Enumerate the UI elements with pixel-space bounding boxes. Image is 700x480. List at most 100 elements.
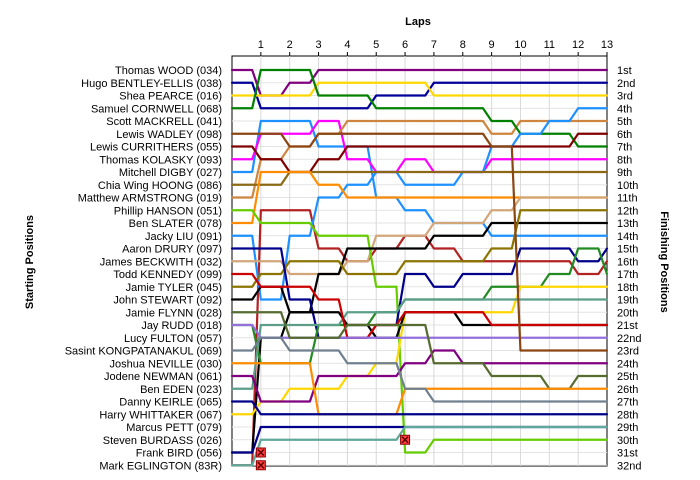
starting-position-label: Danny KEIRLE (065) [119, 397, 222, 409]
starting-position-label: Hugo BENTLEY-ELLIS (038) [81, 78, 222, 90]
starting-position-label: Jodene NEWMAN (061) [104, 371, 222, 383]
retirement-marker [400, 434, 411, 445]
finishing-position-label: 10th [617, 180, 638, 192]
starting-position-label: Todd KENNEDY (099) [113, 269, 222, 281]
retirement-marker-cross [401, 436, 409, 444]
starting-position-label: Jamie TYLER (045) [126, 282, 222, 294]
starting-position-label: Phillip HANSON (051) [114, 205, 222, 217]
starting-position-label: Jamie FLYNN (028) [126, 307, 222, 319]
driver-position-line [230, 132, 609, 174]
driver-position-line [230, 336, 609, 403]
finishing-position-label: 6th [617, 129, 632, 141]
finishing-position-label: 3rd [617, 91, 633, 103]
starting-position-label: Mitchell DIGBY (027) [119, 167, 222, 179]
lap-tick-label: 4 [344, 39, 350, 51]
driver-position-line [230, 209, 609, 454]
lap-tick-labels: 1 2 3 4 5 6 7 8 9 10 11 12 13 [258, 39, 613, 56]
starting-position-label: Lewis WADLEY (098) [116, 129, 222, 141]
driver-position-line [230, 298, 609, 390]
finishing-position-label: 31st [617, 448, 638, 460]
retirement-markers [255, 434, 411, 471]
starting-position-label: Jay RUDD (018) [141, 320, 222, 332]
finishing-position-labels: 1st2nd3rd4th5th6th7th8th9th10th11th12th1… [617, 65, 641, 472]
starting-position-label: John STEWART (092) [113, 295, 222, 307]
finishing-position-label: 17th [617, 269, 638, 281]
starting-position-label: Marcus PETT (079) [126, 422, 222, 434]
starting-position-label: Frank BIRD (056) [136, 448, 222, 460]
finishing-position-label: 11th [617, 193, 638, 205]
retirement-marker-cross [257, 448, 265, 457]
starting-position-label: Ben EDEN (023) [140, 384, 222, 396]
finishing-position-label: 19th [617, 295, 638, 307]
finishing-position-label: 16th [617, 256, 638, 268]
driver-position-line [230, 247, 609, 339]
driver-position-line [230, 81, 609, 97]
x-axis-title: Laps [405, 16, 431, 28]
starting-position-label: Steven BURDASS (026) [103, 435, 222, 447]
lap-tick-label: 2 [287, 39, 293, 51]
starting-position-label: Samuel CORNWELL (068) [91, 103, 222, 115]
driver-position-line [230, 132, 609, 352]
finishing-position-label: 27th [617, 397, 638, 409]
starting-position-label: James BECKWITH (032) [100, 256, 222, 268]
finishing-position-label: 15th [617, 244, 638, 256]
starting-position-label: Joshua NEVILLE (030) [109, 358, 222, 370]
starting-position-label: Shea PEARCE (016) [119, 91, 222, 103]
finishing-position-label: 12th [617, 205, 638, 217]
retirement-marker-cross [257, 461, 265, 469]
lap-tick-label: 7 [431, 39, 437, 51]
driver-position-line [230, 349, 609, 403]
lap-tick-label: 8 [460, 39, 466, 51]
finishing-position-label: 22nd [617, 333, 641, 345]
finishing-position-label: 4th [617, 103, 632, 115]
driver-position-line [230, 209, 609, 288]
finishing-position-label: 32nd [617, 460, 641, 472]
finishing-position-label: 20th [617, 307, 638, 319]
position-lines [230, 68, 609, 467]
starting-position-label: Harry WHITTAKER (067) [99, 409, 222, 421]
finishing-position-label: 8th [617, 154, 632, 166]
retirement-marker [255, 447, 266, 458]
driver-position-line [230, 400, 609, 416]
finishing-position-label: 7th [617, 142, 632, 154]
finishing-position-label: 18th [617, 282, 638, 294]
driver-position-line [230, 68, 609, 148]
lap-tick-label: 5 [373, 39, 379, 51]
y-axis-title-right: Finishing Positions [658, 211, 670, 312]
y-axis-title-left: Starting Positions [24, 215, 36, 309]
finishing-position-label: 14th [617, 231, 638, 243]
starting-position-label: Ben SLATER (078) [129, 218, 222, 230]
finishing-position-label: 25th [617, 371, 638, 383]
starting-position-label: Matthew ARMSTRONG (019) [78, 193, 222, 205]
lap-tick-label: 9 [489, 39, 495, 51]
finishing-position-label: 13th [617, 218, 638, 230]
finishing-position-label: 29th [617, 422, 638, 434]
finishing-position-label: 30th [617, 435, 638, 447]
driver-position-line [230, 311, 609, 390]
retirement-marker [255, 460, 266, 471]
finishing-position-label: 9th [617, 167, 632, 179]
driver-position-line [230, 196, 609, 276]
lap-tick-label: 13 [601, 39, 613, 51]
finishing-position-label: 24th [617, 358, 638, 370]
starting-position-label: Thomas WOOD (034) [115, 65, 222, 77]
finishing-position-label: 2nd [617, 78, 635, 90]
driver-position-line [230, 425, 609, 467]
driver-position-line [230, 170, 609, 186]
starting-position-label: Scott MACKRELL (041) [106, 116, 222, 128]
finishing-position-label: 21st [617, 320, 638, 332]
starting-position-label: Lewis CURRITHERS (055) [90, 142, 222, 154]
finishing-position-label: 1st [617, 65, 632, 77]
lap-tick-label: 6 [402, 39, 408, 51]
finishing-position-label: 26th [617, 384, 638, 396]
lap-tick-label: 3 [315, 39, 321, 51]
lap-tick-label: 1 [258, 39, 264, 51]
driver-position-line [230, 107, 609, 301]
starting-position-label: Chia Wing HOONG (086) [98, 180, 222, 192]
lap-tick-label: 12 [572, 39, 584, 51]
starting-position-label: Jacky LIU (091) [145, 231, 222, 243]
driver-position-line [230, 362, 609, 416]
finishing-position-label: 23rd [617, 346, 639, 358]
finishing-position-label: 28th [617, 409, 638, 421]
